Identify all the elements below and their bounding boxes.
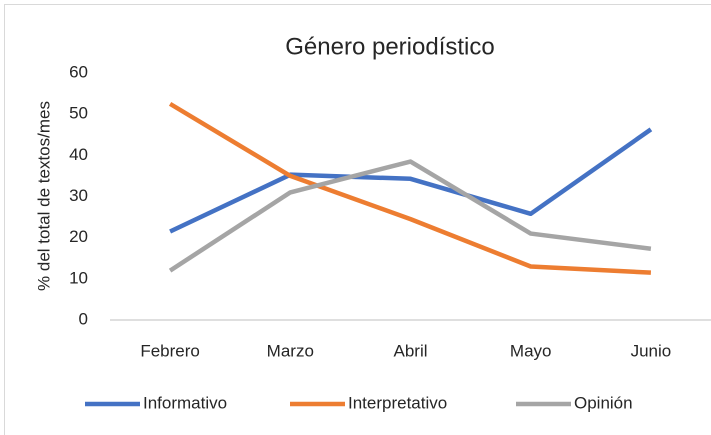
y-tick-label: 60 bbox=[69, 62, 88, 81]
y-tick-label: 50 bbox=[69, 104, 88, 123]
x-tick-label: Junio bbox=[631, 341, 672, 360]
legend-label: Informativo bbox=[143, 393, 227, 412]
series-line bbox=[168, 159, 652, 273]
y-axis-label: % del total de textos/mes bbox=[34, 101, 53, 291]
legend-label: Opinión bbox=[574, 393, 633, 412]
chart-title: Género periodístico bbox=[285, 33, 494, 60]
x-tick-label: Abril bbox=[393, 341, 427, 360]
y-tick-label: 10 bbox=[69, 268, 88, 287]
x-tick-label: Marzo bbox=[267, 341, 314, 360]
y-tick-label: 0 bbox=[79, 309, 88, 328]
x-tick-label: Febrero bbox=[140, 341, 200, 360]
legend-label: Interpretativo bbox=[348, 393, 447, 412]
series-line bbox=[168, 101, 652, 275]
y-tick-label: 20 bbox=[69, 227, 88, 246]
y-tick-label: 40 bbox=[69, 145, 88, 164]
chart-frame bbox=[4, 4, 711, 435]
x-tick-label: Mayo bbox=[510, 341, 552, 360]
y-tick-label: 30 bbox=[69, 186, 88, 205]
series-line bbox=[169, 127, 653, 234]
